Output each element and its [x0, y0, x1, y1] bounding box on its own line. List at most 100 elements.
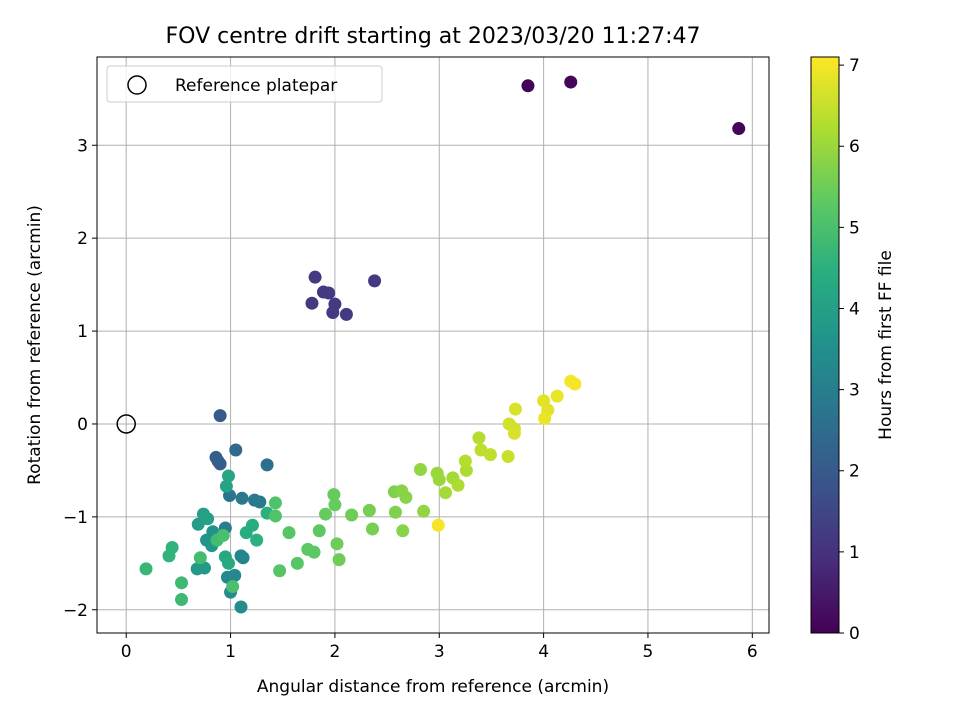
data-point: [328, 498, 342, 512]
data-point: [175, 593, 189, 607]
x-tick-label: 2: [329, 642, 340, 662]
colorbar-tick-label: 4: [849, 299, 860, 319]
data-point: [229, 443, 243, 457]
y-tick-label: 3: [77, 136, 88, 156]
data-point: [213, 409, 227, 423]
colorbar-tick-label: 3: [849, 381, 860, 401]
colorbar-tick-label: 0: [849, 624, 860, 644]
chart-title: FOV centre drift starting at 2023/03/20 …: [166, 24, 701, 49]
colorbar: 0 1 2 3 4 5 6 7 Hours from first FF file: [810, 56, 896, 644]
data-point: [201, 512, 215, 526]
data-point: [339, 307, 353, 321]
x-axis-ticks: 0 1 2 3 4 5 6: [121, 633, 758, 662]
data-point: [396, 524, 410, 538]
x-tick-label: 1: [225, 642, 236, 662]
data-point: [432, 473, 446, 487]
data-point: [327, 488, 341, 502]
data-point: [507, 426, 521, 440]
colorbar-tick-label: 1: [849, 543, 860, 563]
legend-entry-label: Reference platepar: [175, 76, 337, 96]
data-point: [234, 600, 248, 614]
colorbar-label: Hours from first FF file: [876, 250, 896, 440]
colorbar-ticks: 0 1 2 3 4 5 6 7: [839, 56, 860, 644]
plot-frame: [96, 56, 770, 634]
colorbar-gradient: [810, 56, 840, 634]
data-point: [483, 448, 497, 462]
data-point: [550, 389, 564, 403]
x-tick-label: 5: [643, 642, 654, 662]
x-axis-label: Angular distance from reference (arcmin): [257, 677, 609, 697]
data-point: [458, 454, 472, 468]
data-point: [282, 526, 296, 540]
x-tick-label: 0: [121, 642, 132, 662]
data-point: [268, 509, 282, 523]
data-point: [235, 491, 249, 505]
data-point: [732, 122, 746, 136]
data-point: [165, 541, 179, 555]
x-tick-label: 4: [538, 642, 549, 662]
data-point: [307, 545, 321, 559]
data-point: [368, 274, 382, 288]
data-point: [538, 411, 552, 425]
data-point: [226, 580, 240, 594]
data-point: [308, 270, 322, 284]
data-point: [175, 576, 189, 590]
data-point: [568, 377, 582, 391]
legend-box: [106, 65, 383, 103]
data-point: [521, 79, 535, 93]
data-point: [439, 486, 453, 500]
data-point: [213, 457, 227, 471]
data-point: [417, 504, 431, 518]
data-point: [197, 561, 211, 575]
y-axis-ticks: −2 −1 0 1 2 3: [63, 136, 97, 621]
data-point: [305, 296, 319, 310]
data-point: [330, 537, 344, 551]
data-point: [139, 562, 153, 576]
y-tick-label: −1: [63, 508, 88, 528]
colorbar-tick-label: 5: [849, 218, 860, 238]
data-point: [508, 402, 522, 416]
data-point: [221, 556, 235, 570]
data-point: [326, 305, 340, 319]
y-tick-label: 2: [77, 229, 88, 249]
data-point: [290, 556, 304, 570]
data-points: [139, 75, 746, 614]
data-point: [431, 518, 445, 532]
y-tick-label: 1: [77, 322, 88, 342]
data-point: [365, 522, 379, 536]
data-point: [219, 479, 233, 493]
data-point: [250, 533, 264, 547]
x-tick-label: 3: [434, 642, 445, 662]
y-axis-label: Rotation from reference (arcmin): [25, 205, 45, 485]
colorbar-tick-label: 6: [849, 137, 860, 157]
reference-platepar-marker: [116, 414, 136, 434]
data-point: [332, 553, 346, 567]
data-point: [273, 564, 287, 578]
data-point: [260, 458, 274, 472]
data-point: [191, 517, 205, 531]
data-point: [362, 503, 376, 517]
data-point: [268, 496, 282, 510]
data-point: [245, 518, 259, 532]
colorbar-tick-label: 7: [849, 56, 860, 76]
data-point: [345, 508, 359, 522]
legend: Reference platepar: [106, 65, 383, 103]
x-tick-label: 6: [747, 642, 758, 662]
data-point: [312, 524, 326, 538]
data-point: [221, 469, 235, 483]
data-point: [319, 507, 333, 521]
data-point: [193, 551, 207, 565]
legend-marker-icon: [127, 75, 147, 95]
data-point: [388, 505, 402, 519]
colorbar-tick-label: 2: [849, 462, 860, 482]
data-point: [413, 462, 427, 476]
data-point: [322, 286, 336, 300]
y-tick-label: −2: [63, 601, 88, 621]
data-point: [564, 75, 578, 89]
data-point: [236, 551, 250, 565]
data-point: [228, 568, 242, 582]
data-point: [253, 495, 267, 509]
y-tick-label: 0: [77, 415, 88, 435]
data-point: [472, 431, 486, 445]
